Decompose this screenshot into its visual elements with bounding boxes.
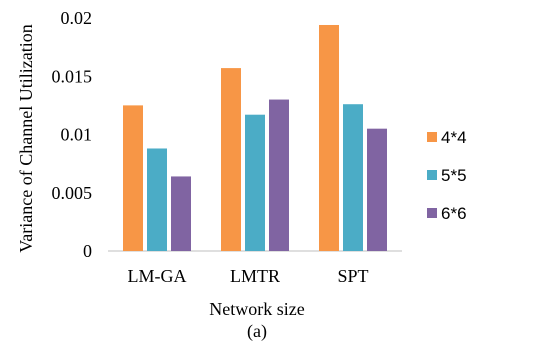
legend-label: 5*5: [441, 166, 467, 185]
legend-label: 4*4: [441, 128, 467, 147]
bars: [123, 24, 387, 252]
legend: 4*4 5*5 6*6: [427, 128, 467, 223]
x-tick-labels: LM-GA LMTR SPT: [128, 266, 369, 286]
y-tick-label: 0: [83, 241, 92, 261]
y-tick-label: 0.005: [52, 183, 93, 203]
bar-spt-5x5: [343, 104, 363, 252]
y-tick-label: 0.02: [61, 8, 93, 28]
bar-lmtr-6x6: [269, 99, 289, 251]
bar-spt-4x4: [319, 24, 339, 251]
y-tick-labels: 0 0.005 0.01 0.015 0.02: [52, 8, 93, 261]
legend-swatch: [427, 208, 437, 218]
y-axis-title: Variance of Channel Utilization: [16, 24, 36, 252]
bar-lmtr-4x4: [221, 68, 241, 251]
legend-swatch: [427, 132, 437, 142]
bar-spt-6x6: [367, 128, 387, 251]
legend-swatch: [427, 170, 437, 180]
y-tick-label: 0.015: [52, 66, 93, 86]
x-tick-label: SPT: [337, 266, 368, 286]
bar-lm-ga-6x6: [171, 176, 191, 251]
bar-lm-ga-4x4: [123, 105, 143, 251]
bar-lmtr-5x5: [245, 114, 265, 251]
y-tick-label: 0.01: [61, 125, 93, 145]
x-axis-title: Network size: [209, 299, 304, 319]
figure-caption: (a): [247, 321, 267, 342]
x-tick-label: LMTR: [230, 266, 280, 286]
legend-label: 6*6: [441, 204, 467, 223]
x-tick-label: LM-GA: [128, 266, 187, 286]
bar-lm-ga-5x5: [147, 148, 167, 251]
